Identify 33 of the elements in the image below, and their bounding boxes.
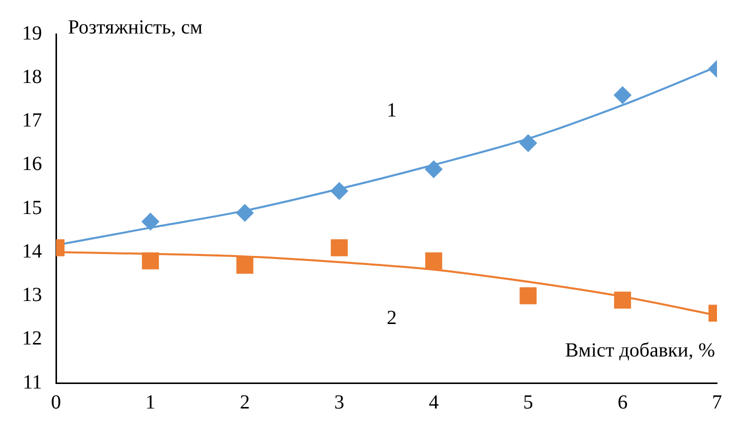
point [330, 239, 348, 256]
y-tick-label: 12 [22, 328, 42, 350]
point [142, 252, 159, 270]
y-tick-label: 14 [22, 240, 42, 262]
y-tick-label: 16 [22, 153, 42, 176]
x-tick-label: 0 [51, 391, 61, 414]
text: 1 [386, 99, 397, 122]
x-tick-label: 7 [712, 391, 722, 414]
x-tick-label: 6 [618, 391, 628, 414]
point [141, 212, 160, 231]
y-tick-label: 18 [22, 66, 42, 88]
x-tick-label: 4 [428, 391, 439, 414]
y-tick-label: 19 [22, 22, 42, 44]
y-tick-label: 11 [22, 371, 42, 394]
point [424, 160, 443, 178]
point [236, 204, 254, 222]
point [614, 292, 632, 309]
point [614, 86, 632, 104]
x-tick-label: 2 [240, 391, 250, 414]
x-axis-title: Вміст добавки, % [565, 339, 715, 362]
x-tick-label: 3 [334, 391, 344, 414]
point [330, 182, 348, 200]
point [519, 134, 538, 152]
y-tick-label: 17 [22, 110, 42, 132]
x-tick-label: 1 [145, 391, 156, 414]
point [425, 252, 442, 270]
y-axis-title: Розтяжність, см [68, 16, 203, 38]
point [520, 287, 537, 304]
x-tick-label: 5 [523, 391, 534, 414]
y-tick-label: 15 [22, 196, 42, 219]
y-tick-label: 13 [22, 284, 42, 306]
point [236, 256, 254, 274]
text: 2 [386, 307, 397, 330]
